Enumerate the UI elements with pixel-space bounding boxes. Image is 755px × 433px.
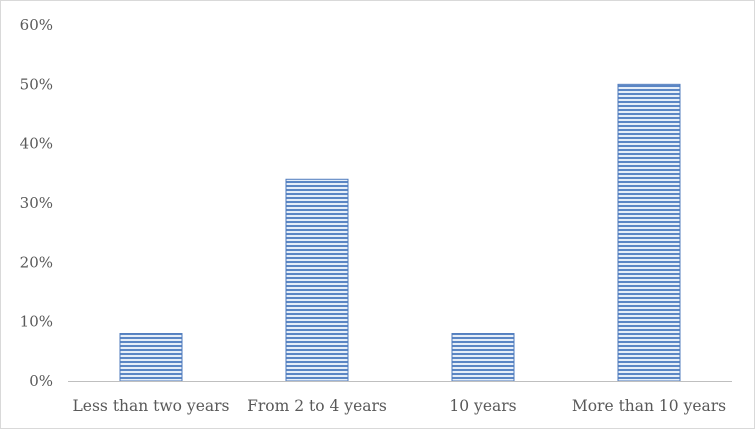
y-tick-label: 40%: [20, 135, 53, 153]
y-tick-label: 30%: [20, 194, 53, 212]
x-tick-label: Less than two years: [73, 397, 230, 415]
x-tick-label: 10 years: [449, 397, 516, 415]
y-tick-label: 0%: [29, 372, 53, 390]
x-tick-label: More than 10 years: [572, 397, 726, 415]
bars: [119, 83, 681, 382]
y-axis-ticks: 0% 10% 20% 30% 40% 50% 60%: [20, 16, 53, 390]
y-tick-label: 20%: [20, 253, 53, 271]
bar: [617, 83, 681, 382]
y-tick-label: 10%: [20, 313, 53, 331]
bar: [451, 333, 515, 382]
x-tick-label: From 2 to 4 years: [247, 397, 387, 415]
x-axis-labels: Less than two years From 2 to 4 years 10 y…: [73, 397, 727, 415]
bar: [119, 333, 183, 382]
bar: [285, 178, 349, 382]
y-tick-label: 60%: [20, 16, 53, 34]
y-tick-label: 50%: [20, 75, 53, 93]
